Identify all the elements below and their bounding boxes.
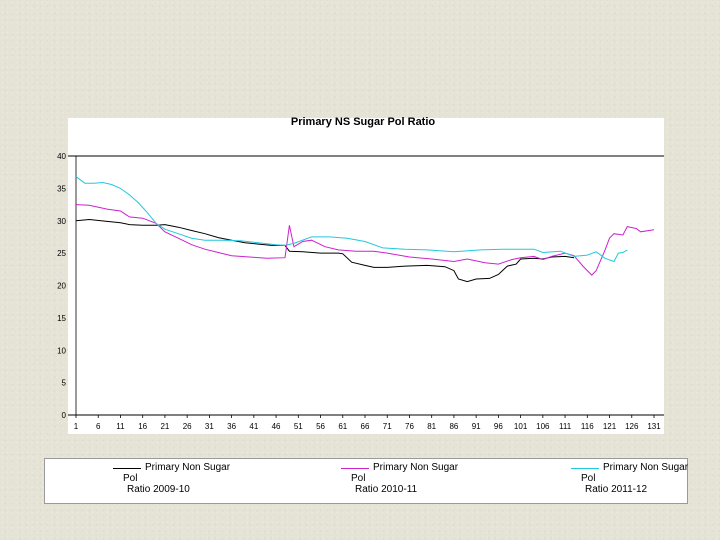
x-tick-label: 131 (647, 422, 661, 431)
y-tick-label: 30 (57, 217, 66, 226)
legend-swatch-2010-11 (341, 468, 369, 469)
legend-label-line3: Ratio 2009-10 (127, 484, 190, 495)
x-tick-label: 51 (294, 422, 303, 431)
legend-label-line2: Pol (123, 473, 138, 484)
legend-label-line1: Primary Non Sugar (373, 462, 459, 473)
x-tick-label: 41 (249, 422, 258, 431)
legend-swatch-2009-10 (113, 468, 141, 469)
y-axis-ticks: 0 5 10 15 20 25 30 35 40 (57, 152, 66, 420)
legend-label-line2: Pol (581, 473, 596, 484)
x-tick-label: 61 (338, 422, 347, 431)
x-tick-label: 31 (205, 422, 214, 431)
y-tick-label: 40 (57, 152, 66, 161)
plot-background (68, 118, 664, 434)
x-tick-label: 121 (603, 422, 617, 431)
legend-swatch-2011-12 (571, 468, 599, 469)
x-tick-label: 96 (494, 422, 503, 431)
legend-label-line2: Pol (351, 473, 366, 484)
y-tick-label: 20 (57, 282, 66, 291)
legend-label-line3: Ratio 2010-11 (355, 484, 418, 495)
legend-label-line1: Primary Non Sugar (145, 462, 231, 473)
x-tick-label: 46 (272, 422, 281, 431)
legend: Primary Non Sugar Pol Ratio 2009-10 Prim… (44, 458, 688, 504)
x-tick-label: 56 (316, 422, 325, 431)
x-tick-label: 86 (449, 422, 458, 431)
legend-label-line1: Primary Non Sugar (603, 462, 689, 473)
series-line-1 (75, 204, 655, 276)
x-tick-label: 91 (472, 422, 481, 431)
x-tick-label: 36 (227, 422, 236, 431)
x-tick-label: 6 (96, 422, 101, 431)
y-tick-label: 0 (62, 411, 67, 420)
x-tick-label: 21 (160, 422, 169, 431)
x-tick-label: 81 (427, 422, 436, 431)
series-line-2 (75, 176, 628, 263)
x-tick-label: 126 (625, 422, 639, 431)
x-tick-label: 11 (116, 422, 125, 431)
series-lines (75, 176, 655, 283)
legend-label-line3: Ratio 2011-12 (585, 484, 648, 495)
x-tick-label: 116 (581, 422, 594, 431)
x-tick-label: 111 (559, 422, 572, 431)
x-tick-label: 101 (514, 422, 528, 431)
x-axis-ticks: 1 6 11 16 21 26 31 36 41 46 51 56 61 66 71 76 81 86 91 96 10… (74, 415, 661, 431)
y-tick-label: 25 (57, 249, 66, 258)
y-tick-label: 10 (57, 346, 66, 355)
y-tick-label: 5 (62, 379, 67, 388)
x-tick-label: 76 (405, 422, 414, 431)
x-tick-label: 26 (183, 422, 192, 431)
x-tick-label: 16 (138, 422, 147, 431)
y-tick-label: 15 (57, 314, 66, 323)
x-tick-label: 66 (361, 422, 370, 431)
x-tick-label: 1 (74, 422, 79, 431)
x-tick-label: 106 (536, 422, 550, 431)
y-tick-label: 35 (57, 184, 66, 193)
x-tick-label: 71 (383, 422, 392, 431)
chart-title: Primary NS Sugar Pol Ratio (291, 116, 436, 128)
series-line-0 (75, 218, 575, 283)
